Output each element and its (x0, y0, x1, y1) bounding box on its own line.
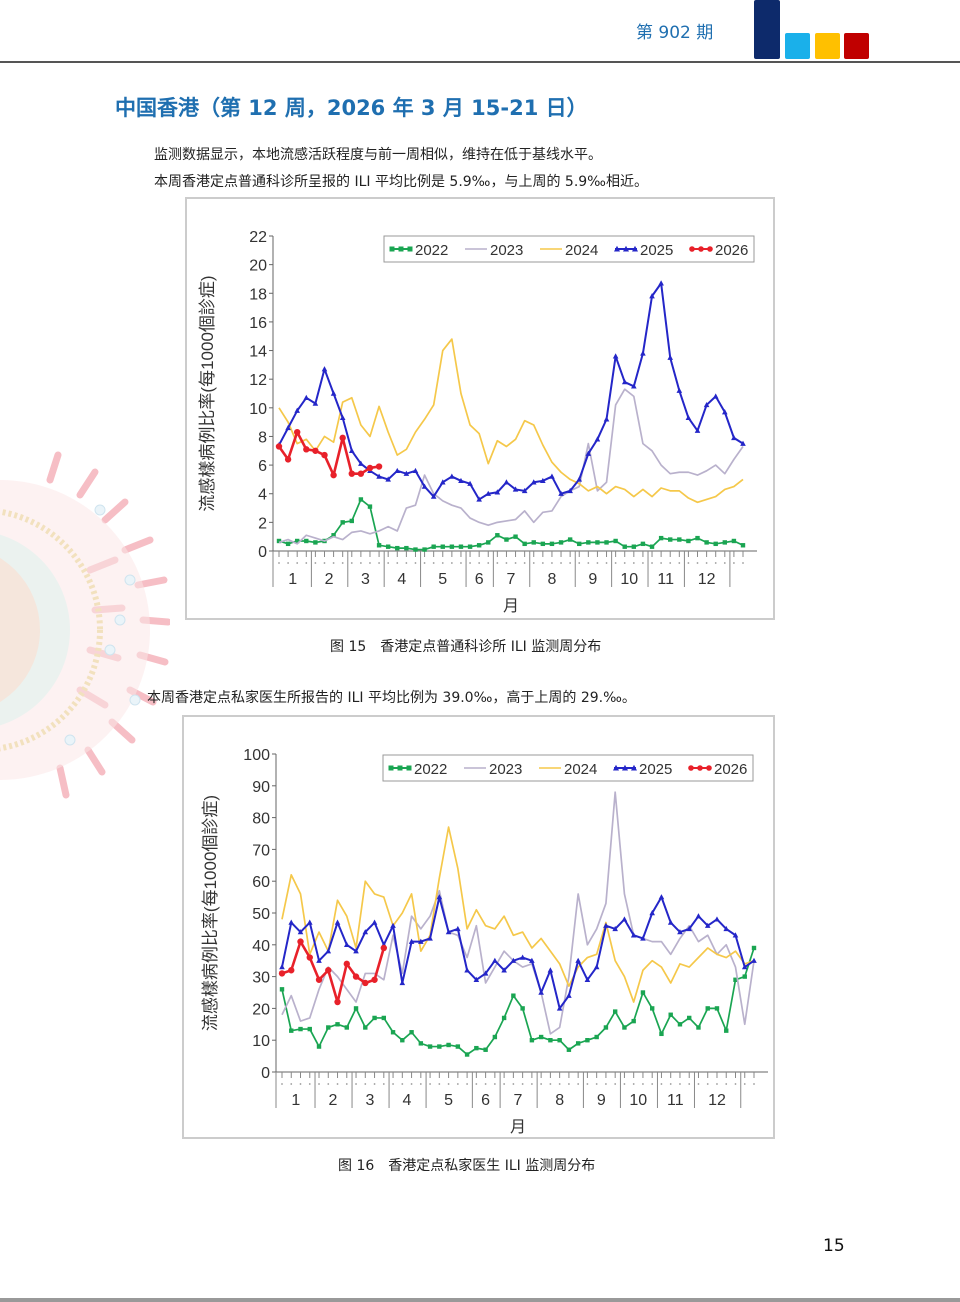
logo-block-yellow (815, 33, 840, 59)
svg-text:2022: 2022 (415, 242, 448, 259)
svg-text:14: 14 (249, 344, 267, 361)
svg-text:80: 80 (252, 811, 270, 828)
svg-text:70: 70 (252, 842, 270, 859)
svg-text:10: 10 (629, 1092, 647, 1109)
svg-text:2026: 2026 (714, 761, 747, 778)
svg-text:1: 1 (291, 1092, 300, 1109)
svg-text:8: 8 (555, 1092, 564, 1109)
svg-text:10: 10 (249, 401, 267, 418)
svg-text:20: 20 (249, 258, 267, 275)
svg-text:2022: 2022 (414, 761, 447, 778)
paragraph-gopc: 本周香港定点普通科诊所呈报的 ILI 平均比例是 5.9‰，与上周的 5.9‰相… (154, 174, 648, 190)
svg-text:2025: 2025 (639, 761, 672, 778)
svg-text:流感樣病例比率(每1000個診症): 流感樣病例比率(每1000個診症) (201, 795, 220, 1031)
svg-text:30: 30 (252, 970, 270, 987)
svg-text:8: 8 (547, 571, 556, 588)
figure-caption-15: 图 15 香港定点普通科诊所 ILI 监测周分布 (330, 639, 602, 655)
logo-block-cyan (785, 33, 810, 59)
page-number: 15 (823, 1236, 845, 1256)
svg-text:1: 1 (288, 571, 297, 588)
chart-gopc-ili: 0 2 4 6 8 10 12 14 16 18 20 22 1 2 3 4 5 6 7 8 9 10 11 12 月流感樣病例… (185, 197, 775, 620)
svg-text:7: 7 (507, 571, 516, 588)
svg-text:12: 12 (708, 1092, 726, 1109)
svg-text:10: 10 (620, 571, 638, 588)
svg-text:0: 0 (261, 1065, 270, 1082)
paragraph-summary: 监测数据显示，本地流感活跃程度与前一周相似，维持在低于基线水平。 (154, 147, 602, 163)
issue-number: 第 902 期 (636, 23, 714, 43)
svg-text:12: 12 (698, 571, 716, 588)
svg-text:90: 90 (252, 779, 270, 796)
svg-text:4: 4 (397, 571, 406, 588)
svg-text:2023: 2023 (489, 761, 522, 778)
svg-text:60: 60 (252, 874, 270, 891)
svg-text:9: 9 (597, 1092, 606, 1109)
svg-text:2026: 2026 (715, 242, 748, 259)
svg-text:6: 6 (481, 1092, 490, 1109)
logo-bar-navy (754, 0, 780, 59)
svg-text:4: 4 (258, 487, 267, 504)
svg-text:2023: 2023 (490, 242, 523, 259)
svg-text:月: 月 (510, 1119, 526, 1136)
svg-text:40: 40 (252, 938, 270, 955)
header-divider (0, 61, 960, 63)
svg-text:流感樣病例比率(每1000個診症): 流感樣病例比率(每1000個診症) (198, 275, 217, 511)
svg-text:2024: 2024 (564, 761, 597, 778)
svg-text:6: 6 (475, 571, 484, 588)
svg-text:50: 50 (252, 906, 270, 923)
logo-block-red (844, 33, 869, 59)
figure-caption-16: 图 16 香港定点私家医生 ILI 监测周分布 (338, 1158, 596, 1174)
svg-text:3: 3 (365, 1092, 374, 1109)
paragraph-private-doctor: 本周香港定点私家医生所报告的 ILI 平均比例为 39.0‰，高于上周的 29.… (147, 690, 636, 706)
svg-text:16: 16 (249, 315, 267, 332)
svg-text:5: 5 (438, 571, 447, 588)
svg-text:2: 2 (258, 515, 267, 532)
svg-text:2: 2 (325, 571, 334, 588)
svg-text:3: 3 (361, 571, 370, 588)
svg-text:6: 6 (258, 458, 267, 475)
svg-text:7: 7 (514, 1092, 523, 1109)
svg-text:5: 5 (444, 1092, 453, 1109)
svg-text:11: 11 (667, 1092, 684, 1109)
svg-text:0: 0 (258, 544, 267, 561)
chart-private-ili: 0 10 20 30 40 50 60 70 80 90 100 1 2 3 4 5 6 7 8 9 10 11 12 月流感… (182, 715, 775, 1139)
svg-text:2024: 2024 (565, 242, 598, 259)
svg-text:9: 9 (588, 571, 597, 588)
svg-text:22: 22 (249, 229, 267, 246)
virus-illustration (0, 451, 170, 799)
section-title: 中国香港（第 12 周，2026 年 3 月 15-21 日） (115, 96, 588, 120)
svg-text:2: 2 (328, 1092, 337, 1109)
svg-text:4: 4 (402, 1092, 411, 1109)
svg-text:2025: 2025 (640, 242, 673, 259)
svg-text:8: 8 (258, 429, 267, 446)
svg-text:12: 12 (249, 372, 267, 389)
svg-text:20: 20 (252, 1001, 270, 1018)
brand-logo (754, 0, 874, 60)
svg-text:月: 月 (503, 598, 519, 615)
svg-text:100: 100 (243, 747, 270, 764)
svg-text:11: 11 (657, 571, 674, 588)
footer-divider (0, 1298, 960, 1302)
svg-text:10: 10 (252, 1033, 270, 1050)
svg-text:18: 18 (249, 286, 267, 303)
